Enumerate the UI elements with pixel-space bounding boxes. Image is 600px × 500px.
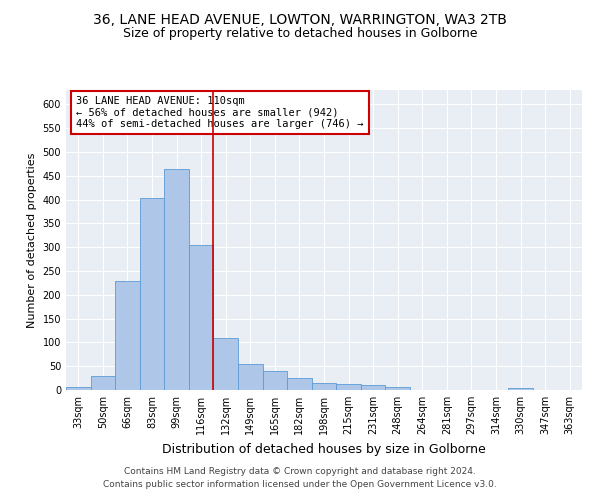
Bar — [287, 378, 312, 390]
Bar — [385, 386, 410, 390]
Bar — [361, 385, 385, 390]
X-axis label: Distribution of detached houses by size in Golborne: Distribution of detached houses by size … — [162, 442, 486, 456]
Bar — [189, 245, 214, 390]
Bar — [140, 198, 164, 390]
Bar — [312, 384, 336, 390]
Bar — [66, 386, 91, 390]
Text: 36, LANE HEAD AVENUE, LOWTON, WARRINGTON, WA3 2TB: 36, LANE HEAD AVENUE, LOWTON, WARRINGTON… — [93, 12, 507, 26]
Text: Contains HM Land Registry data © Crown copyright and database right 2024.: Contains HM Land Registry data © Crown c… — [124, 467, 476, 476]
Bar — [508, 388, 533, 390]
Text: Size of property relative to detached houses in Golborne: Size of property relative to detached ho… — [123, 28, 477, 40]
Text: Contains public sector information licensed under the Open Government Licence v3: Contains public sector information licen… — [103, 480, 497, 489]
Bar — [238, 364, 263, 390]
Bar — [115, 281, 140, 390]
Bar — [263, 371, 287, 390]
Y-axis label: Number of detached properties: Number of detached properties — [27, 152, 37, 328]
Bar — [214, 338, 238, 390]
Text: 36 LANE HEAD AVENUE: 110sqm
← 56% of detached houses are smaller (942)
44% of se: 36 LANE HEAD AVENUE: 110sqm ← 56% of det… — [76, 96, 364, 129]
Bar — [336, 384, 361, 390]
Bar — [164, 169, 189, 390]
Bar — [91, 376, 115, 390]
